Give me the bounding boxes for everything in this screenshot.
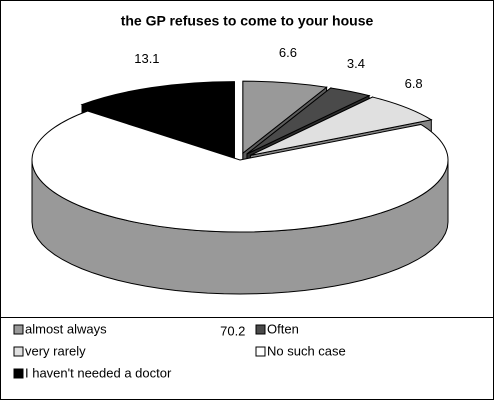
legend-swatch [13, 324, 24, 335]
slice [246, 87, 371, 155]
legend-swatch [255, 346, 266, 357]
data-label: 70.2 [220, 324, 245, 339]
data-label: 6.6 [279, 45, 297, 60]
slice [242, 80, 328, 155]
data-label: 13.1 [134, 51, 159, 66]
legend-label: Often [267, 321, 299, 336]
legend-label: almost always [25, 321, 107, 336]
chart-title: the GP refuses to come to your house [121, 13, 374, 29]
data-label: 3.4 [347, 56, 365, 71]
slice [31, 110, 449, 233]
legend-label: I haven't needed a doctor [25, 365, 172, 380]
legend-swatch [255, 324, 266, 335]
slice [250, 96, 433, 156]
legend-label: No such case [267, 343, 346, 358]
legend-label: very rarely [25, 343, 86, 358]
data-label: 6.8 [405, 76, 423, 91]
legend-swatch [13, 346, 24, 357]
legend-swatch [13, 368, 24, 379]
slice [80, 81, 235, 155]
